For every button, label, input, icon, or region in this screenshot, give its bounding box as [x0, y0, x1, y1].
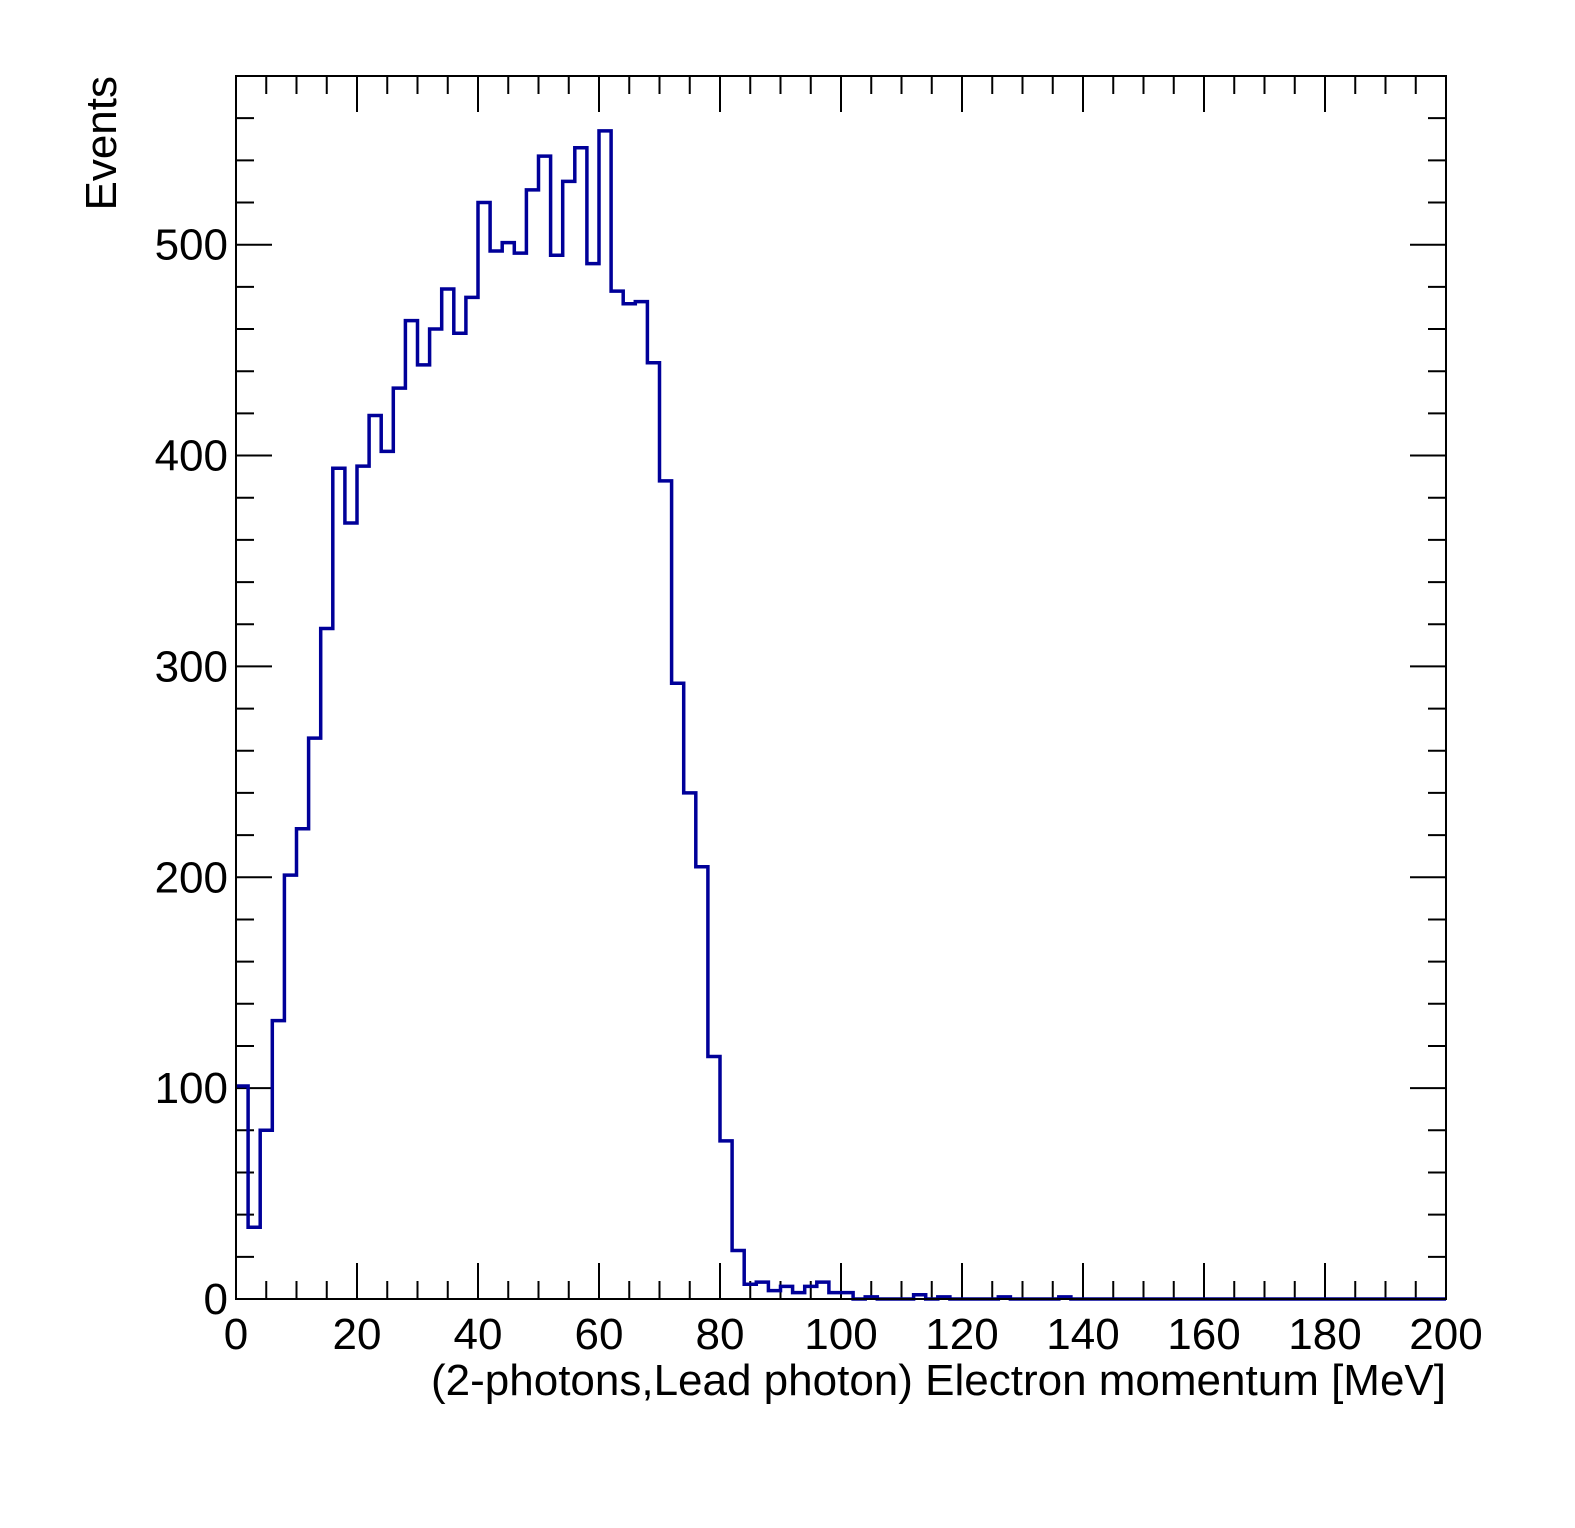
- y-axis-title: Events: [77, 76, 126, 211]
- x-tick-label: 160: [1167, 1310, 1240, 1359]
- x-tick-label: 120: [925, 1310, 998, 1359]
- y-tick-label: 100: [155, 1064, 228, 1113]
- y-tick-label: 0: [204, 1275, 228, 1324]
- x-tick-label: 100: [804, 1310, 877, 1359]
- x-tick-label: 40: [454, 1310, 503, 1359]
- x-tick-label: 0: [224, 1310, 248, 1359]
- x-tick-label: 140: [1046, 1310, 1119, 1359]
- plot-frame: [235, 75, 1447, 1300]
- x-axis-title: (2-photons,Lead photon) Electron momentu…: [431, 1356, 1446, 1405]
- x-tick-label: 60: [575, 1310, 624, 1359]
- y-tick-label: 200: [155, 853, 228, 902]
- y-tick-label: 500: [155, 221, 228, 270]
- y-tick-label: 400: [155, 432, 228, 481]
- x-tick-label: 180: [1288, 1310, 1361, 1359]
- x-tick-label: 200: [1409, 1310, 1482, 1359]
- y-tick-label: 300: [155, 642, 228, 691]
- x-tick-label: 20: [333, 1310, 382, 1359]
- x-tick-label: 80: [696, 1310, 745, 1359]
- tick-labels: 0 20 40 60 80 100 120 140 160 180 200 0 100 200 300 400…: [155, 221, 1483, 1359]
